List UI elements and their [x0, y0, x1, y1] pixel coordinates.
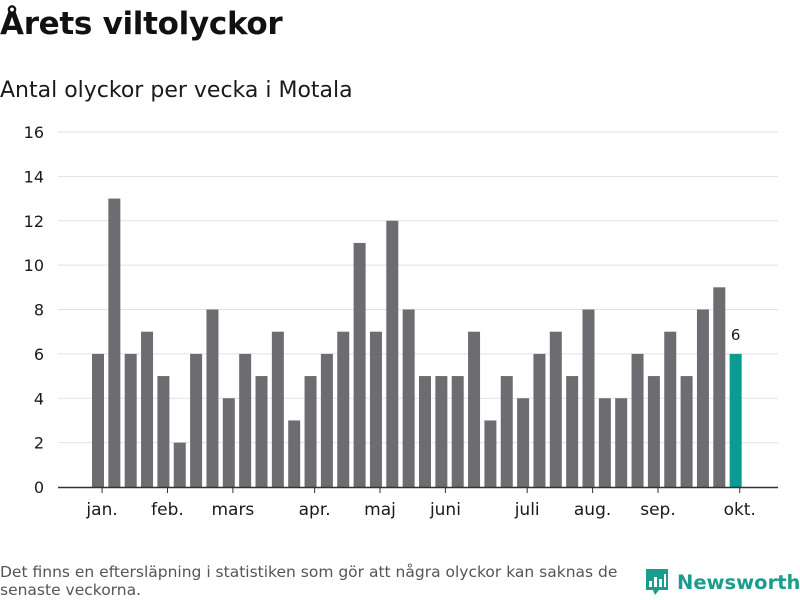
bar: [173, 442, 186, 487]
bar: [598, 398, 611, 487]
y-tick-label: 0: [34, 478, 44, 497]
bar: [713, 287, 726, 487]
x-tick-label: sep.: [640, 500, 676, 520]
bar: [124, 353, 137, 487]
bar: [517, 398, 530, 487]
y-tick-label: 4: [34, 389, 44, 408]
brand: Newsworthy: [645, 568, 800, 596]
bar: [239, 353, 252, 487]
bar: [631, 353, 644, 487]
chart-title: Årets viltolyckor: [0, 6, 283, 42]
brand-name: Newsworthy: [677, 570, 800, 594]
x-tick-label: jan.: [85, 500, 117, 520]
data-label: 6: [731, 326, 741, 344]
bar: [566, 376, 579, 487]
bar: [369, 331, 382, 487]
y-tick-label: 6: [34, 345, 44, 364]
x-tick-label: okt.: [724, 500, 756, 520]
bar: [320, 353, 333, 487]
bar: [680, 376, 693, 487]
y-tick-label: 14: [24, 167, 44, 186]
bar-chart: 0 2 4 6 8 10 12 14 16 6 jan. feb. mars apr. maj juni jul…: [24, 123, 778, 520]
y-tick-label: 10: [24, 256, 44, 275]
bar: [141, 331, 154, 487]
x-tick-label: feb.: [151, 500, 184, 520]
bar: [582, 309, 595, 487]
footnote: Det finns en eftersläpning i statistiken…: [0, 563, 618, 599]
bar: [696, 309, 709, 487]
x-tick-label: juni: [429, 500, 461, 520]
x-tick-label: maj: [364, 500, 396, 520]
bar: [92, 353, 104, 487]
bar: [108, 198, 121, 487]
y-tick-label: 2: [34, 434, 44, 453]
bar: [435, 376, 448, 487]
bar: [304, 376, 317, 487]
chart-subtitle: Antal olyckor per vecka i Motala: [0, 78, 353, 103]
bar: [190, 353, 203, 487]
newsworthy-logo-icon: [646, 569, 668, 595]
bar: [222, 398, 235, 487]
bar: [664, 331, 677, 487]
x-tick-label: juli: [514, 500, 540, 520]
bar: [500, 376, 513, 487]
bar: [337, 331, 350, 487]
bar: [533, 353, 546, 487]
y-tick-label: 16: [24, 123, 44, 142]
x-tick-label: aug.: [574, 500, 611, 520]
bar: [615, 398, 628, 487]
bar: [451, 376, 464, 487]
bar: [402, 309, 415, 487]
x-tick-label: mars: [211, 500, 254, 520]
bar: [549, 331, 562, 487]
x-tick-label: apr.: [299, 500, 331, 520]
bar: [647, 376, 660, 487]
y-tick-label: 8: [34, 301, 44, 320]
bar: [484, 420, 497, 487]
bar: [419, 376, 431, 487]
bar: [157, 376, 170, 487]
bar: [206, 309, 219, 487]
bar: [468, 331, 481, 487]
bar: [386, 220, 399, 487]
bar: [271, 331, 284, 487]
bar: [288, 420, 301, 487]
bar: [255, 376, 268, 487]
bar: [353, 242, 366, 487]
bar-highlight: [729, 353, 742, 487]
y-tick-label: 12: [24, 212, 44, 231]
